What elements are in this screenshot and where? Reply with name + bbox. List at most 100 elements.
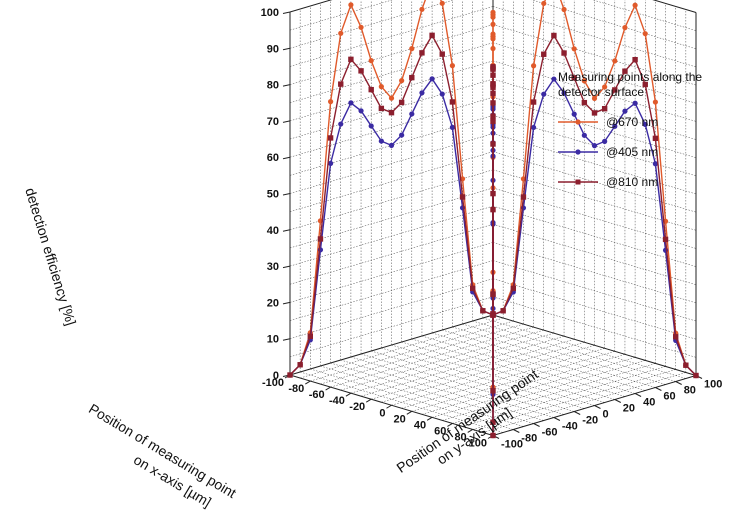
data-point bbox=[328, 160, 334, 166]
y-tick bbox=[573, 411, 581, 415]
data-point bbox=[530, 99, 537, 105]
y-tick-label: 80 bbox=[684, 385, 696, 397]
data-point bbox=[378, 138, 384, 144]
left-wall-grid-line bbox=[492, 96, 697, 158]
back-wall-grid-line bbox=[289, 169, 494, 231]
x-tick-label: 60 bbox=[434, 425, 446, 437]
data-point bbox=[439, 51, 445, 57]
back-wall-grid-line bbox=[289, 0, 393, 31]
x-tick-label: -100 bbox=[262, 377, 284, 389]
data-point bbox=[378, 84, 384, 90]
data-point bbox=[419, 50, 425, 56]
floor-grid-line bbox=[401, 348, 605, 409]
legend-swatch-670 bbox=[558, 119, 598, 125]
x-tick bbox=[325, 386, 331, 391]
data-point bbox=[571, 111, 577, 117]
z-tick bbox=[282, 156, 291, 160]
data-point bbox=[378, 105, 385, 112]
data-point bbox=[602, 84, 608, 90]
data-point bbox=[581, 78, 587, 84]
data-point bbox=[490, 311, 496, 317]
data-point bbox=[612, 87, 618, 93]
floor-grid-line bbox=[401, 341, 605, 403]
data-point bbox=[642, 121, 648, 128]
data-point bbox=[348, 2, 354, 8]
z-tick-label: 40 bbox=[267, 225, 279, 237]
legend-swatch-810 bbox=[558, 179, 598, 185]
x-tick bbox=[467, 429, 473, 433]
data-point bbox=[642, 81, 648, 88]
y-tick bbox=[594, 405, 601, 409]
floor-grid-line bbox=[381, 341, 585, 403]
x-tick-label: 80 bbox=[454, 431, 466, 443]
data-point bbox=[490, 190, 496, 197]
data-point bbox=[490, 388, 496, 394]
z-axis-title: detection efficiency [%] bbox=[22, 186, 79, 327]
data-point bbox=[338, 121, 344, 127]
back-wall-grid-line bbox=[289, 6, 494, 67]
floor-grid-line bbox=[482, 317, 686, 379]
back-wall-grid-line bbox=[289, 296, 494, 358]
legend-label-405: @405 nm bbox=[606, 145, 659, 159]
data-point bbox=[398, 99, 405, 106]
data-point bbox=[419, 90, 425, 96]
data-point bbox=[480, 308, 486, 314]
data-point bbox=[439, 91, 445, 97]
y-tick-label: 0 bbox=[603, 409, 609, 421]
data-point bbox=[601, 105, 608, 112]
data-point bbox=[470, 285, 476, 292]
data-point bbox=[541, 51, 547, 57]
left-wall-grid-line bbox=[492, 242, 697, 304]
data-point bbox=[490, 45, 496, 52]
frame-edge bbox=[289, 0, 333, 13]
x-tick bbox=[345, 392, 352, 397]
data-point bbox=[591, 95, 598, 102]
x-tick-label: -60 bbox=[309, 389, 325, 401]
data-point bbox=[683, 362, 689, 368]
data-point bbox=[358, 68, 364, 74]
legend-swatch-405 bbox=[558, 149, 598, 155]
data-point bbox=[490, 66, 496, 72]
data-point bbox=[551, 76, 557, 82]
left-wall-grid-line bbox=[492, 296, 697, 358]
data-point bbox=[652, 161, 659, 167]
data-point bbox=[541, 91, 547, 97]
x-tick bbox=[305, 380, 311, 385]
data-point bbox=[561, 90, 567, 96]
y-tick-label: 20 bbox=[623, 403, 635, 415]
z-tick bbox=[282, 120, 291, 123]
left-wall-grid-line bbox=[492, 187, 697, 249]
data-point bbox=[520, 194, 527, 200]
z-tick-label: 30 bbox=[267, 261, 279, 273]
floor-grid-line bbox=[482, 372, 686, 433]
data-point bbox=[490, 291, 496, 297]
left-wall-grid-line bbox=[492, 78, 697, 140]
data-point bbox=[500, 308, 506, 314]
x-tick bbox=[365, 398, 372, 403]
left-wall-grid-line bbox=[492, 224, 697, 285]
data-point bbox=[561, 6, 567, 13]
left-wall-grid-line bbox=[492, 278, 697, 340]
back-wall-grid-line bbox=[289, 224, 494, 285]
data-point bbox=[297, 362, 303, 368]
floor-grid-line bbox=[442, 329, 646, 391]
floor-grid-line bbox=[462, 366, 666, 427]
left-wall-grid-line bbox=[492, 133, 697, 195]
data-point bbox=[642, 31, 648, 37]
data-point bbox=[612, 58, 618, 64]
left-wall-grid-line bbox=[492, 205, 697, 267]
data-point bbox=[622, 108, 628, 114]
z-tick bbox=[282, 301, 291, 305]
floor-grid-line bbox=[381, 347, 585, 409]
data-point bbox=[490, 12, 496, 18]
floor-grid-line bbox=[462, 323, 666, 385]
data-point bbox=[368, 58, 374, 64]
z-tick bbox=[282, 193, 291, 196]
data-point bbox=[632, 56, 638, 63]
y-tick bbox=[634, 393, 642, 397]
x-tick-label: 100 bbox=[469, 438, 487, 450]
data-point bbox=[490, 36, 496, 42]
data-point bbox=[459, 194, 466, 200]
x-tick-label: -20 bbox=[349, 401, 365, 413]
left-wall-grid-line bbox=[492, 260, 697, 322]
